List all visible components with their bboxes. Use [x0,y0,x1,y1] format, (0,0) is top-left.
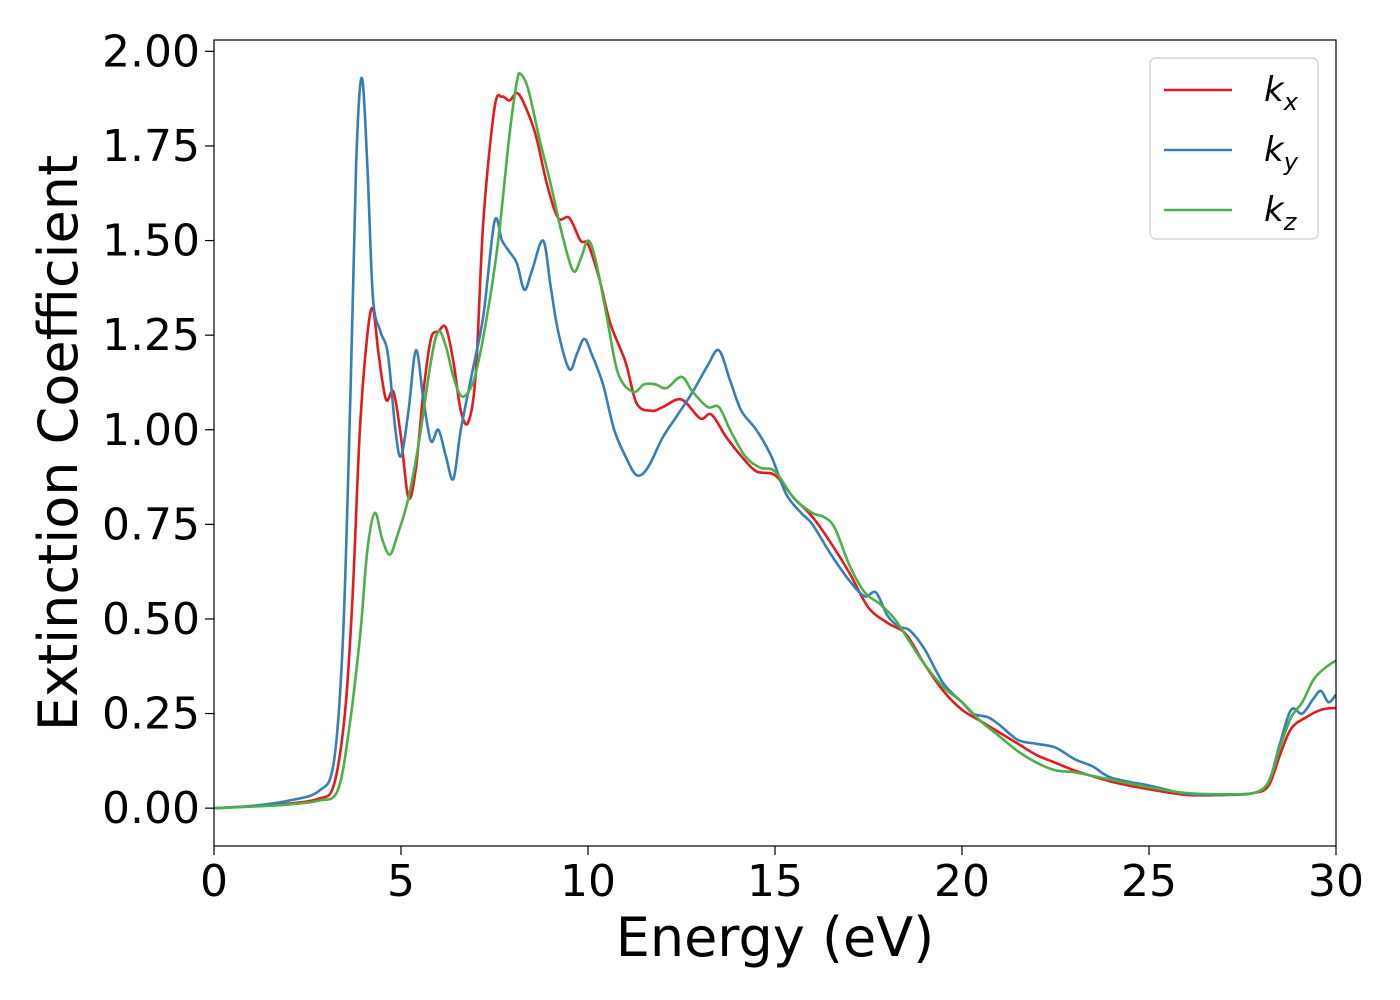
x-tick-label: 30 [1308,856,1364,907]
tick-layer: 0 5 10 15 20 25 30 0.00 0.25 0.50 0.75 1.00 1.25 1.50… [102,26,1364,907]
y-tick-label: 2.00 [102,26,200,77]
x-tick-label: 10 [560,856,616,907]
y-tick-label: 0.75 [102,499,200,550]
series-layer [214,71,1336,810]
y-tick-label: 0.00 [102,783,200,834]
x-axis-label: Energy (eV) [616,906,935,969]
x-tick-label: 25 [1121,856,1177,907]
legend-frame [1149,57,1319,240]
y-tick-label: 0.25 [102,689,200,740]
y-tick-label: 1.25 [102,310,200,361]
y-axis-label: Extinction Coefficient [27,155,90,731]
series-line-kz [214,71,1336,810]
legend-label-kx: kx [1264,70,1299,116]
legend-label-kz: kz [1264,190,1298,236]
x-tick-label: 5 [387,856,415,907]
series-line-ky [214,76,1336,810]
y-tick-label: 1.00 [102,405,200,456]
legend-label-ky: ky [1264,130,1299,176]
legend: kx ky kz [1149,57,1319,240]
y-tick-label: 0.50 [102,594,200,645]
y-tick-label: 1.75 [102,121,200,172]
x-tick-label: 0 [200,856,228,907]
x-tick-label: 15 [747,856,803,907]
y-tick-label: 1.50 [102,216,200,267]
x-tick-label: 20 [934,856,990,907]
